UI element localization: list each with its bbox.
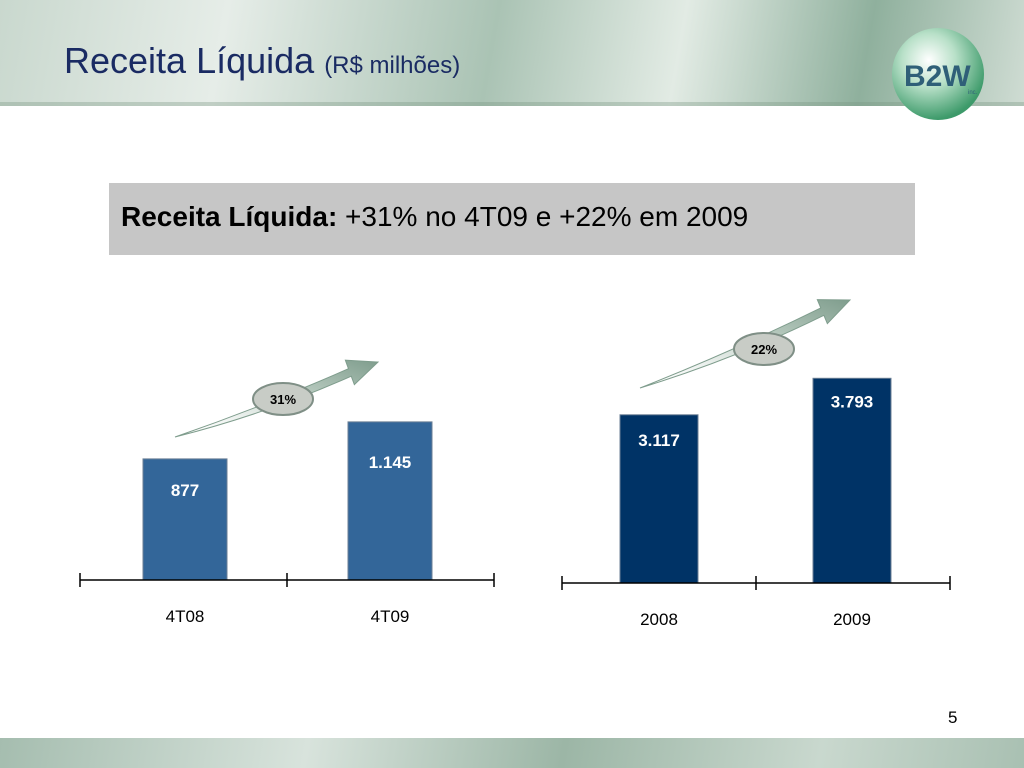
page-number: 5 [948,708,958,727]
chart-1-bar-4T08 [142,458,228,581]
chart-1-growth-badge [252,382,314,416]
chart-1-bar-4T09 [347,421,433,581]
chart-2-bar-2008 [619,414,699,584]
subtitle-bold: Receita Líquida: [121,201,338,232]
slide-title-text: Receita Líquida [64,40,315,81]
subtitle-box: Receita Líquida: +31% no 4T09 e +22% em … [109,183,915,255]
chart-1-category-label-4T09: 4T09 [371,607,410,626]
chart-2-category-label-2009: 2009 [833,610,871,629]
chart-1-data-label-4T08: 877 [171,481,199,500]
chart-1-growth-label: 31% [270,392,296,407]
logo-sub-text: inc. [968,90,978,96]
chart-2-data-label-2008: 3.117 [638,431,680,450]
logo-sphere [892,28,984,120]
chart-2-growth-label: 22% [751,342,777,357]
chart-1-data-label-4T09: 1.145 [369,453,412,472]
chart-1-category-label-4T08: 4T08 [166,607,205,626]
footer-band [0,738,1024,768]
logo-text: B2W [904,60,971,93]
subtitle-rest: +31% no 4T09 e +22% em 2009 [337,201,749,232]
chart-2-category-label-2008: 2008 [640,610,678,629]
header-band [0,0,1024,106]
chart-1-growth-arrow [174,359,380,438]
b2w-logo: B2W inc. [892,28,984,120]
chart-2-data-label-2009: 3.793 [831,392,874,411]
chart-2-growth-badge [733,332,795,366]
slide-title-unit: (R$ milhões) [324,52,461,79]
subtitle: Receita Líquida: +31% no 4T09 e +22% em … [121,201,748,233]
slide-title: Receita Líquida (R$ milhões) [64,40,460,82]
